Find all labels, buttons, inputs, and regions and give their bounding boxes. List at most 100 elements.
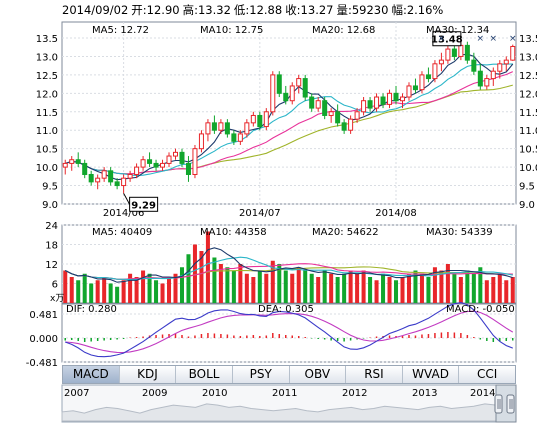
event-marker-icon: × (509, 34, 517, 44)
annotation-label: 9.29 (131, 200, 156, 211)
tab-kdj[interactable]: KDJ (119, 366, 177, 383)
volume-bar (218, 264, 223, 303)
dea-line (65, 310, 514, 354)
candle-body (503, 59, 509, 65)
volume-bar (63, 270, 68, 303)
volume-tick: 12 (45, 260, 58, 271)
volume-bar (264, 273, 269, 303)
quote-header: 2014/09/02 开:12.90 高:13.32 低:12.88 收:13.27 量:… (62, 2, 446, 18)
candle-body (438, 59, 444, 65)
candle-body (458, 44, 464, 57)
tab-obv[interactable]: OBV (289, 366, 347, 383)
candle-body (82, 162, 88, 175)
tab-cci[interactable]: CCI (459, 366, 515, 383)
macd-legend-dea: DEA: 0.305 (258, 304, 314, 315)
candle-body (445, 48, 451, 61)
volume-bar (173, 273, 178, 303)
ma20-line (65, 71, 514, 175)
price-x-label: 2014/08 (375, 208, 417, 219)
volume-tick: 24 (45, 221, 58, 232)
price-tick-right: 10.5 (519, 145, 537, 156)
volume-bar (432, 267, 437, 303)
quote-volume: 量:59230 (336, 3, 389, 17)
vol-legend-ma30: MA30: 54339 (426, 227, 493, 238)
price-tick-left: 12.5 (36, 71, 58, 82)
candle-body (425, 74, 431, 80)
candle-body (361, 100, 367, 113)
price-tick-right: 9.5 (519, 182, 535, 193)
candle-body (490, 70, 496, 80)
annotation-label: 13.48 (431, 35, 463, 46)
tab-macd[interactable]: MACD (63, 366, 120, 383)
price-tick-left: 13.5 (36, 34, 58, 45)
price-tick-right: 12.0 (519, 89, 537, 100)
volume-bar (497, 273, 502, 303)
candle-body (95, 177, 101, 183)
legend-ma10: MA10: 12.75 (200, 25, 263, 36)
volume-bar (394, 280, 399, 303)
tab-psy[interactable]: PSY (232, 366, 290, 383)
volume-bar (296, 267, 301, 303)
volume-bar (82, 273, 87, 303)
price-tick-left: 12.0 (36, 89, 58, 100)
volume-bar (102, 277, 107, 303)
price-tick-right: 12.5 (519, 71, 537, 82)
candle-body (121, 177, 127, 187)
candle-body (62, 162, 68, 168)
candle-body (296, 78, 302, 87)
quote-high: 高:13.32 (182, 3, 231, 17)
volume-bar (141, 270, 146, 303)
volume-bar (167, 277, 172, 303)
volume-bar (270, 260, 275, 303)
quote-change: 幅:2.16% (391, 3, 444, 17)
candle-body (192, 148, 198, 175)
volume-bar (504, 280, 509, 303)
legend-ma20: MA20: 12.68 (312, 25, 375, 36)
price-tick-left: 9.0 (42, 200, 58, 211)
candle-body (211, 122, 217, 131)
volume-bar (478, 267, 483, 303)
price-panel[interactable]: 13.5 13.5 13.0 13.0 12.5 12.5 12.0 12.0 11.5 11.5… (36, 21, 537, 219)
candle-body (257, 114, 263, 128)
volume-bar (355, 273, 360, 303)
candle-body (335, 111, 341, 124)
tab-rsi[interactable]: RSI (346, 366, 403, 383)
candle-body (380, 96, 386, 105)
annotation-box (129, 196, 159, 212)
candle-body (471, 59, 477, 72)
candle-body (348, 118, 354, 131)
candle-body (140, 159, 146, 168)
volume-bar (115, 286, 120, 303)
quote-date: 2014/09/02 (62, 3, 129, 17)
volume-panel[interactable]: 24 18 12 6 (45, 221, 517, 304)
candle-body (75, 159, 81, 164)
candle-body (134, 166, 140, 175)
annotation-pointer (123, 193, 131, 205)
history-year-label: 2009 (142, 388, 167, 399)
candle-body (477, 70, 483, 87)
history-year-label: 2014 (470, 388, 495, 399)
history-navigator[interactable]: 2007 2009 2010 2011 2012 2013 2014 (61, 384, 517, 423)
volume-bar (406, 273, 411, 303)
volume-bar (283, 270, 288, 303)
volume-bar (231, 270, 236, 303)
candle-body (172, 151, 179, 157)
tab-wvad[interactable]: WVAD (402, 366, 460, 383)
candle-body (393, 92, 399, 102)
macd-legend-dif: DIF: 0.280 (66, 304, 117, 315)
volume-bar (205, 231, 210, 303)
volume-bar (147, 273, 152, 303)
event-marker-icon: × (490, 34, 498, 44)
macd-panel[interactable]: 0.481 0.000 -0.481 (26, 302, 517, 369)
macd-tick: 0.000 (29, 334, 58, 345)
tab-boll[interactable]: BOLL (176, 366, 233, 383)
candle-body (153, 162, 159, 168)
price-tick-right: 11.5 (519, 108, 537, 119)
candle-body (315, 100, 321, 109)
volume-bar (368, 277, 373, 303)
volume-bar (251, 277, 256, 303)
volume-bar (510, 277, 515, 303)
volume-bar (471, 273, 476, 303)
price-x-label: 2014/06 (103, 208, 145, 219)
